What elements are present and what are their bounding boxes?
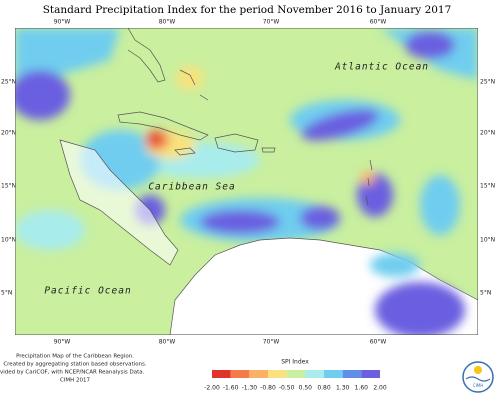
colorbar-tick: -1.60: [223, 385, 239, 392]
title: Standard Precipitation Index for the per…: [43, 4, 452, 16]
colorbar-segment: [268, 370, 287, 378]
colorbar-tick: 2.00: [373, 385, 387, 392]
colorbar-tick: 1.60: [355, 385, 369, 392]
lat-label: 25°N: [1, 79, 16, 86]
colorbar-tick: 0.50: [299, 385, 313, 392]
legend-title: SPI Index: [281, 359, 309, 366]
lon-label: 80°W: [159, 339, 176, 346]
lon-label: 80°W: [159, 19, 176, 26]
colorbar-segment: [286, 370, 306, 378]
lon-label: 60°W: [370, 339, 387, 346]
lat-label: 10°N: [1, 237, 16, 244]
colorbar-segment: [324, 370, 343, 378]
colorbar-segment: [249, 370, 268, 378]
map: [15, 28, 478, 335]
footer-line: Precipitation Map of the Caribbean Regio…: [16, 354, 134, 360]
ocean-label: Caribbean Sea: [148, 182, 235, 193]
colorbar-segment: [212, 370, 231, 378]
lon-label: 70°W: [263, 339, 280, 346]
logo: CIMH: [462, 361, 494, 393]
colorbar-segment: [342, 370, 362, 378]
lat-label: 15°N: [480, 183, 495, 190]
lat-label: 20°N: [1, 130, 16, 137]
footer-line: CIMH 2017: [60, 378, 91, 384]
lat-label: 20°N: [480, 130, 495, 137]
logo-text: CIMH: [473, 383, 483, 388]
colorbar-segment: [361, 370, 380, 378]
footer-line: vided by CariCOF, with NCEP/NCAR Reanaly…: [0, 370, 145, 376]
lon-label: 70°W: [263, 19, 280, 26]
colorbar-tick: -2.00: [204, 385, 220, 392]
lat-label: 5°N: [480, 290, 491, 297]
footer: Precipitation Map of the Caribbean Regio…: [0, 354, 147, 384]
colorbar-tick: -0.50: [279, 385, 295, 392]
colorbar: -2.00 -1.60 -1.30 -0.80 -0.50 0.50 0.80 1.30 1.6…: [204, 370, 387, 392]
colorbar-tick: -0.80: [260, 385, 276, 392]
colorbar-tick: 0.80: [317, 385, 331, 392]
ocean-label: Pacific Ocean: [44, 286, 131, 297]
colorbar-tick: -1.30: [242, 385, 258, 392]
ocean-label: Atlantic Ocean: [334, 62, 429, 73]
lon-label: 90°W: [54, 339, 71, 346]
colorbar-tick: 1.30: [336, 385, 350, 392]
colorbar-segment: [230, 370, 250, 378]
lat-label: 10°N: [480, 237, 495, 244]
lon-label: 90°W: [54, 19, 71, 26]
lat-label: 5°N: [1, 290, 12, 297]
colorbar-segment: [305, 370, 324, 378]
lat-label: 15°N: [1, 183, 16, 190]
footer-line: Created by aggregating station based obs…: [3, 362, 147, 368]
lon-label: 60°W: [370, 19, 387, 26]
lat-label: 25°N: [480, 79, 495, 86]
